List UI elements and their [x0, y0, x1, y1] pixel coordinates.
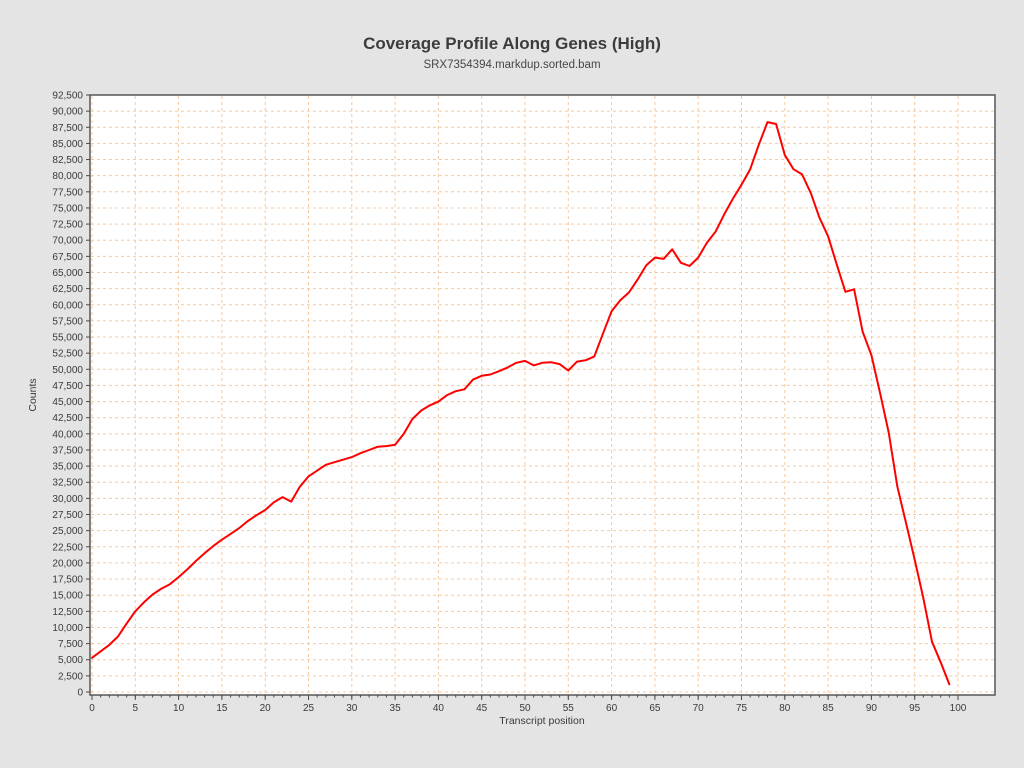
y-tick-label: 32,500 [52, 478, 83, 489]
y-tick-label: 45,000 [52, 397, 83, 408]
y-tick-label: 90,000 [52, 107, 83, 118]
x-tick-label: 70 [693, 703, 705, 714]
x-tick-label: 100 [950, 703, 967, 714]
y-tick-label: 15,000 [52, 591, 83, 602]
x-tick-label: 50 [519, 703, 531, 714]
y-tick-label: 47,500 [52, 381, 83, 392]
x-tick-label: 95 [909, 703, 921, 714]
axis-tick-labels: 0 2,500 5,000 7,500 10,000 12,500 15,000 17,500… [52, 91, 966, 715]
x-tick-label: 25 [303, 703, 315, 714]
y-tick-label: 57,500 [52, 316, 83, 327]
axis-ticks [86, 94, 959, 700]
y-axis-label: Counts [27, 378, 39, 411]
y-tick-label: 52,500 [52, 349, 83, 360]
x-tick-label: 0 [89, 703, 95, 714]
y-tick-label: 92,500 [52, 91, 83, 102]
x-tick-label: 30 [346, 703, 358, 714]
y-tick-label: 20,000 [52, 558, 83, 569]
x-tick-label: 55 [563, 703, 575, 714]
y-tick-label: 5,000 [58, 655, 83, 666]
y-tick-label: 7,500 [58, 639, 83, 650]
x-tick-label: 5 [133, 703, 139, 714]
y-tick-label: 67,500 [52, 252, 83, 263]
x-tick-label: 15 [216, 703, 228, 714]
y-tick-label: 0 [77, 688, 83, 699]
coverage-series-line [91, 121, 951, 686]
x-tick-label: 65 [649, 703, 661, 714]
x-tick-label: 85 [823, 703, 835, 714]
y-tick-label: 75,000 [52, 203, 83, 214]
y-tick-label: 30,000 [52, 494, 83, 505]
y-tick-label: 87,500 [52, 123, 83, 134]
y-tick-label: 2,500 [58, 671, 83, 682]
y-tick-label: 27,500 [52, 510, 83, 521]
x-tick-label: 10 [173, 703, 185, 714]
grid-lines [91, 94, 994, 694]
y-tick-label: 40,000 [52, 429, 83, 440]
y-tick-label: 22,500 [52, 542, 83, 553]
x-tick-label: 90 [866, 703, 878, 714]
x-tick-label: 45 [476, 703, 488, 714]
y-tick-label: 12,500 [52, 607, 83, 618]
y-tick-label: 65,000 [52, 268, 83, 279]
y-tick-label: 77,500 [52, 187, 83, 198]
series-layer [91, 121, 951, 686]
y-tick-label: 70,000 [52, 236, 83, 247]
y-tick-label: 42,500 [52, 413, 83, 424]
y-tick-label: 60,000 [52, 300, 83, 311]
y-tick-label: 82,500 [52, 155, 83, 166]
y-tick-label: 17,500 [52, 575, 83, 586]
x-tick-label: 80 [779, 703, 791, 714]
y-tick-label: 85,000 [52, 139, 83, 150]
y-tick-label: 35,000 [52, 462, 83, 473]
y-tick-label: 72,500 [52, 220, 83, 231]
x-tick-label: 40 [433, 703, 445, 714]
y-tick-label: 62,500 [52, 284, 83, 295]
x-tick-label: 20 [260, 703, 272, 714]
y-tick-label: 37,500 [52, 445, 83, 456]
x-tick-label: 35 [390, 703, 402, 714]
y-tick-label: 50,000 [52, 365, 83, 376]
y-tick-label: 25,000 [52, 526, 83, 537]
chart-subtitle: SRX7354394.markdup.sorted.bam [423, 59, 600, 71]
y-tick-label: 10,000 [52, 623, 83, 634]
chart-title: Coverage Profile Along Genes (High) [363, 34, 661, 53]
y-tick-label: 55,000 [52, 333, 83, 344]
x-tick-label: 75 [736, 703, 748, 714]
plot-area-background [90, 95, 995, 695]
x-tick-label: 60 [606, 703, 618, 714]
x-axis-label: Transcript position [499, 715, 585, 727]
y-tick-label: 80,000 [52, 171, 83, 182]
